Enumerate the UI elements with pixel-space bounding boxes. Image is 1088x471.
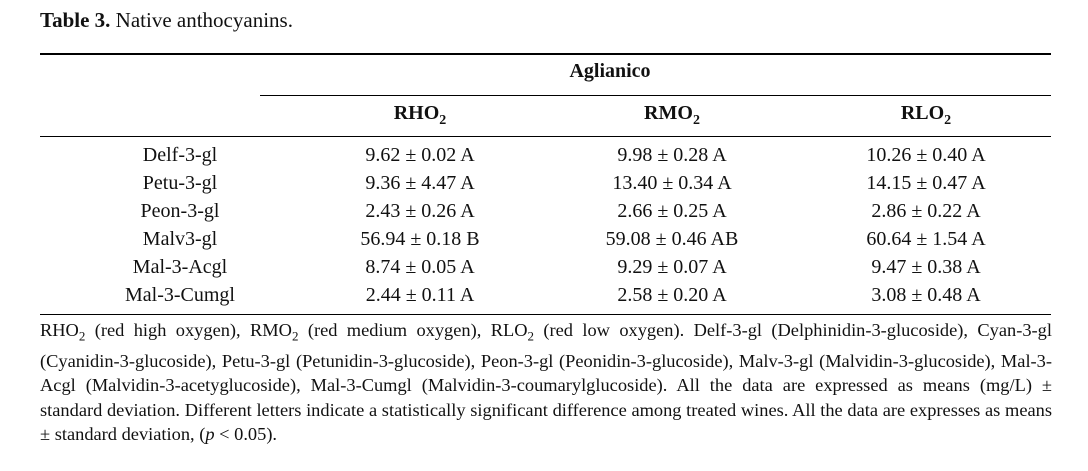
- top-rule: [40, 53, 1051, 55]
- cell-rho2: 8.74 ± 0.05 A: [365, 256, 475, 278]
- header-rule: [40, 136, 1051, 137]
- row-label: Malv3-gl: [142, 228, 218, 250]
- cell-rlo2: 14.15 ± 0.47 A: [866, 172, 986, 194]
- row-label: Delf-3-gl: [142, 144, 218, 166]
- row-label: Petu-3-gl: [142, 172, 218, 194]
- table-row: Delf-3-gl 9.62 ± 0.02 A 9.98 ± 0.28 A 10…: [0, 144, 1088, 172]
- cell-rlo2: 3.08 ± 0.48 A: [871, 284, 981, 306]
- cell-rlo2: 9.47 ± 0.38 A: [871, 256, 981, 278]
- table-row: Mal-3-Acgl 8.74 ± 0.05 A 9.29 ± 0.07 A 9…: [0, 256, 1088, 284]
- table-caption: Table 3. Native anthocyanins.: [40, 8, 293, 33]
- column-header-rmo2: RMO2: [644, 102, 700, 128]
- group-header: Aglianico: [569, 60, 651, 82]
- column-header-rlo2: RLO2: [900, 102, 952, 128]
- cell-rlo2: 60.64 ± 1.54 A: [866, 228, 986, 250]
- row-label: Mal-3-Acgl: [132, 256, 228, 278]
- cell-rho2: 9.36 ± 4.47 A: [365, 172, 475, 194]
- table-row: Malv3-gl 56.94 ± 0.18 B 59.08 ± 0.46 AB …: [0, 228, 1088, 256]
- table-row: Petu-3-gl 9.36 ± 4.47 A 13.40 ± 0.34 A 1…: [0, 172, 1088, 200]
- row-label: Peon-3-gl: [140, 200, 220, 222]
- cell-rlo2: 2.86 ± 0.22 A: [871, 200, 981, 222]
- table-footnote: RHO2 (red high oxygen), RMO2 (red medium…: [40, 320, 1052, 445]
- row-label: Mal-3-Cumgl: [125, 284, 235, 306]
- cell-rmo2: 9.98 ± 0.28 A: [617, 144, 727, 166]
- cell-rho2: 2.44 ± 0.11 A: [365, 284, 475, 306]
- cell-rmo2: 59.08 ± 0.46 AB: [605, 228, 739, 250]
- cell-rho2: 2.43 ± 0.26 A: [365, 200, 475, 222]
- table-title: Native anthocyanins.: [115, 8, 293, 32]
- table-row: Mal-3-Cumgl 2.44 ± 0.11 A 2.58 ± 0.20 A …: [0, 284, 1088, 312]
- cell-rmo2: 13.40 ± 0.34 A: [612, 172, 732, 194]
- cell-rlo2: 10.26 ± 0.40 A: [866, 144, 986, 166]
- bottom-rule: [40, 314, 1051, 315]
- group-rule: [260, 95, 1051, 96]
- table-label: Table 3.: [40, 8, 111, 32]
- cell-rmo2: 2.66 ± 0.25 A: [617, 200, 727, 222]
- table-row: Peon-3-gl 2.43 ± 0.26 A 2.66 ± 0.25 A 2.…: [0, 200, 1088, 228]
- cell-rho2: 56.94 ± 0.18 B: [360, 228, 480, 250]
- cell-rmo2: 2.58 ± 0.20 A: [617, 284, 727, 306]
- cell-rmo2: 9.29 ± 0.07 A: [617, 256, 727, 278]
- cell-rho2: 9.62 ± 0.02 A: [365, 144, 475, 166]
- column-header-rho2: RHO2: [393, 102, 447, 128]
